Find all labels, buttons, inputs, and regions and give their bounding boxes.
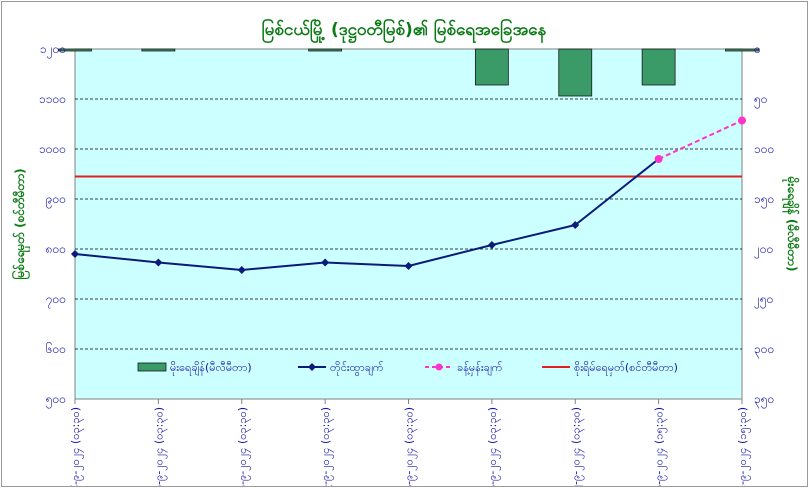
plot-area [74, 48, 743, 400]
x-tick-label: ၁၂-၉-၂၀၂၄ (၀၃:၃၀) [569, 407, 584, 486]
observed-point [404, 262, 413, 270]
left-tick-label: ၉၀၀ [46, 192, 66, 209]
x-tick-label: ၉-၉-၂၀၂၄ (၀၃:၃၀) [319, 407, 334, 486]
x-tick-label: ၈-၉-၂၀၂၄ (၀၃:၃၀) [236, 407, 251, 486]
rainfall-bars [58, 48, 759, 97]
forecast-line [658, 119, 743, 160]
legend-label-forecast: ခန့်မှန်းချက် [457, 361, 503, 376]
left-tick-label: ၁၁၀၀ [39, 92, 66, 106]
legend-swatch-rainfall [137, 362, 167, 372]
left-tick-label: ၆၀၀ [46, 341, 66, 356]
left-axis-ticks: ၅၀၀ ၆၀၀ ၇၀၀ ၈၀၀ ၉၀၀ ၁၀၀၀ ၁၁၀၀ ၁၂၀၀ [39, 42, 66, 409]
observed-point [571, 221, 580, 229]
x-tick-label: ၁၄-၉-၂၀၂၄ (၁၅:၃၀) [736, 407, 751, 486]
rainfall-bar [308, 48, 343, 52]
chart-title: မြစ်ငယ်မြို့ (ဒုဋ္ဌဝတီမြစ်)၏ မြစ်ရေအခြေအ… [262, 17, 547, 44]
rainfall-bar [474, 48, 509, 86]
right-tick-label: ၂၅၀ [754, 292, 773, 309]
forecast-point [738, 116, 746, 125]
legend-marker-observed [308, 363, 316, 371]
right-axis-label: မိုးရေချိန် (မီလီမီတာ) [781, 176, 801, 272]
rainfall-bar [641, 48, 676, 86]
x-tick-label: ၆-၉-၂၀၂၄ (၀၃:၃၀) [69, 407, 84, 486]
legend-marker-forecast [435, 363, 443, 371]
observed-point [487, 241, 496, 249]
x-tick-label: ၁၁-၉-၂၀၂၄ (၀၃:၃၀) [486, 407, 501, 486]
left-axis-label: မြစ်ရေမှတ် (စင်တီမီတာ) [10, 168, 31, 279]
x-axis-ticks: ၆-၉-၂၀၂၄ (၀၃:၃၀) ၇-၉-၂၀၂၄ (၀၃:၃၀) ၈-၉-၂၀၂၄… [69, 399, 751, 486]
legend: မိုးရေချိန်(မီလီမီတာ) တိုင်းထွာချက် ခန့်… [137, 361, 678, 376]
right-tick-label: ၃၀၀ [754, 342, 774, 359]
legend-label-observed: တိုင်းထွာချက် [330, 361, 384, 376]
right-tick-label: ၀ [754, 42, 761, 56]
left-tick-label: ၁၀၀၀ [39, 142, 66, 156]
x-tick-label: ၁၃-၉-၂၀၂၄ (၁၅:၃၀) [653, 407, 668, 486]
observed-point [71, 250, 79, 258]
right-tick-label: ၃၅၀ [754, 392, 774, 409]
left-tick-label: ၅၀၀ [46, 392, 66, 409]
x-tick-label: ၁၀-၉-၂၀၂၄ (၀၃:၃၀) [403, 407, 418, 486]
grid-lines [75, 98, 742, 350]
rainfall-bar [141, 48, 176, 52]
legend-label-danger: စိုးရိမ်ရေမှတ်(စင်တီမီတာ) [574, 361, 678, 376]
observed-point [154, 258, 163, 267]
right-tick-label: ၂၀၀ [754, 242, 773, 259]
right-tick-label: ၁၅၀ [754, 192, 774, 209]
observed-point [237, 266, 246, 274]
observed-point [321, 258, 330, 267]
level-lines [71, 116, 746, 274]
observed-to-forecast-link [574, 158, 660, 226]
x-tick-label: ၇-၉-၂၀၂၄ (၀၃:၃၀) [152, 407, 167, 486]
rainfall-bar [558, 48, 593, 97]
right-tick-label: ၅၀ [754, 92, 768, 109]
right-tick-label: ၁၀၀ [754, 142, 774, 156]
rainfall-bar [725, 48, 759, 52]
legend-label-rainfall: မိုးရေချိန်(မီလီမီတာ) [170, 361, 252, 376]
left-tick-label: ၇၀၀ [46, 292, 66, 309]
forecast-point [654, 155, 663, 163]
left-tick-label: ၁၂၀၀ [40, 42, 66, 59]
left-tick-label: ၈၀၀ [46, 242, 66, 256]
rainfall-bar [58, 48, 92, 52]
